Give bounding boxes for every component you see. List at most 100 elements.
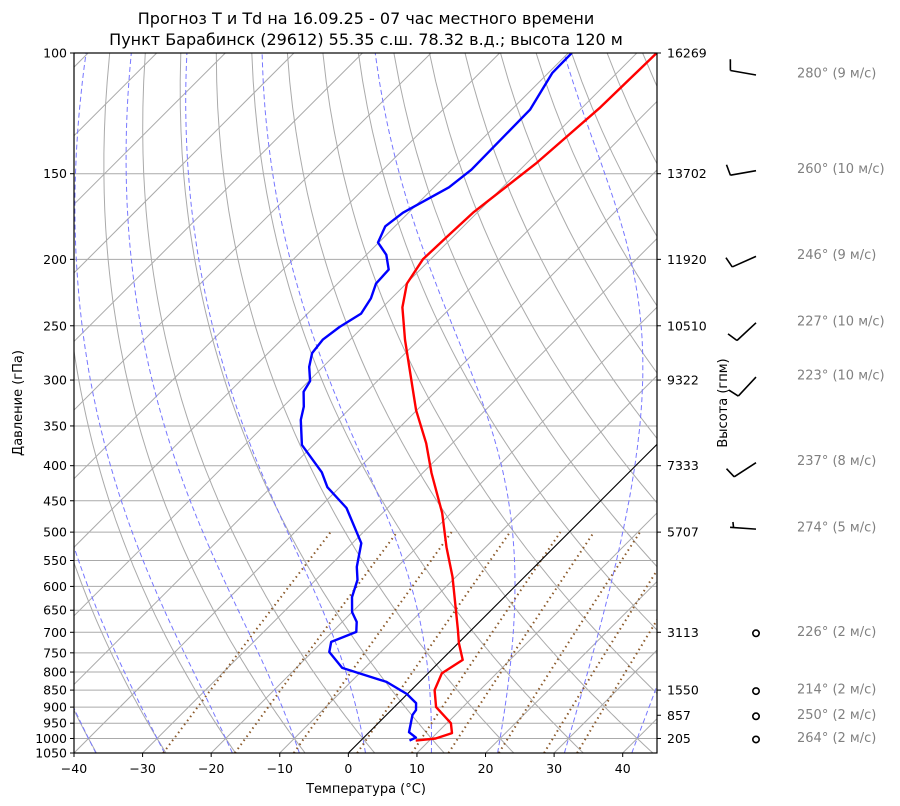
barb-shaft (730, 169, 757, 177)
dry-adiabat-line (286, 53, 654, 753)
x-tick-label: −40 (61, 761, 87, 776)
x-tick-label: 40 (615, 761, 631, 776)
dry-adiabat-line (606, 53, 657, 165)
y-axis-label: Давление (гПа) (11, 350, 26, 456)
isotherm-line (74, 53, 569, 548)
barb-shaft (730, 526, 757, 530)
wind-label: 226° (2 м/с) (797, 625, 876, 640)
dry-adiabat-line (714, 53, 900, 753)
mixing-ratio-line (292, 531, 453, 753)
barb-shaft (737, 376, 757, 397)
y-tick-label: 400 (43, 458, 67, 473)
barb-shaft (736, 322, 757, 342)
isotherm-line (485, 580, 657, 753)
y-tick-label: 500 (43, 525, 67, 540)
y-tick-label: 650 (43, 603, 67, 618)
y-tick-label: 450 (43, 493, 67, 508)
dry-adiabat-line (215, 53, 515, 753)
y-tick-label: 100 (43, 46, 67, 61)
dry-adiabat-line (179, 53, 445, 753)
wind-barb (751, 629, 760, 638)
moist-adiabat-line (185, 53, 366, 753)
dry-adiabat-line (322, 53, 657, 695)
y-tick-label: 250 (43, 318, 67, 333)
barb-full-feather (728, 389, 739, 397)
dry-adiabat-line (642, 53, 657, 88)
isotherm-line (210, 306, 657, 753)
isotherm-line (142, 237, 657, 753)
moist-adiabat-line (74, 545, 165, 753)
barb-full-feather (725, 468, 735, 478)
x-tick-label: 20 (478, 761, 494, 776)
x-axis-label: Температура (°C) (305, 782, 426, 797)
mixing-ratio-line (497, 531, 641, 753)
wind-barb (751, 687, 760, 696)
dry-adiabat-line (357, 53, 657, 631)
wind-barbs: 280° (9 м/с) 260° (10 м/с) 246° (9 м/с) 227… (725, 59, 885, 746)
wind-barb (730, 521, 757, 530)
chart-title-line-1: Прогноз T и Td на 16.09.25 - 07 час мест… (138, 9, 594, 28)
dry-adiabat-line (571, 53, 657, 238)
mixing-ratio-line (162, 531, 332, 753)
wind-barb (729, 59, 757, 76)
barb-half-feather (732, 521, 735, 528)
wind-label: 264° (2 м/с) (797, 731, 876, 746)
isotherm-line (74, 100, 657, 686)
height-tick-label: 3113 (667, 625, 699, 640)
wind-barb (725, 255, 757, 268)
barb-shaft (730, 69, 757, 76)
isotherm-line (74, 53, 363, 343)
wind-label: 250° (2 м/с) (797, 708, 876, 723)
height-tick-label: 7333 (667, 458, 699, 473)
mixing-ratio-line (411, 531, 562, 753)
chart-title-line-2: Пункт Барабинск (29612) 55.35 с.ш. 78.32… (109, 30, 623, 49)
dry-adiabat-line (74, 561, 167, 753)
wind-label: 237° (8 м/с) (797, 454, 876, 469)
height-axis-label: Высота (гпм) (716, 358, 731, 447)
mixing-ratio-line (576, 618, 657, 753)
axes: −40 −30 −20 −10 0 10 20 30 40 100 150 200 250 300 350 4… (35, 46, 707, 777)
x-tick-label: −20 (198, 761, 224, 776)
moist-adiabat-line (374, 53, 516, 753)
isotherm-line (74, 53, 501, 480)
y-tick-label: 850 (43, 683, 67, 698)
plot-frame (73, 52, 658, 754)
y-tick-label: 600 (43, 579, 67, 594)
wind-label: 227° (10 м/с) (797, 314, 885, 329)
y-tick-label: 900 (43, 700, 67, 715)
background-lines (74, 53, 900, 753)
dry-adiabat-line (678, 53, 900, 753)
calm-wind-circle (751, 712, 760, 721)
moist-adiabat-line (261, 53, 432, 753)
wind-barb (725, 462, 757, 478)
dry-adiabat-line (429, 53, 657, 504)
x-tick-label: 10 (409, 761, 425, 776)
x-tick-label: 0 (344, 761, 352, 776)
wind-barb (727, 322, 757, 342)
wind-label: 246° (9 м/с) (797, 248, 876, 263)
dry-adiabat-line (393, 53, 657, 568)
barb-shaft (733, 462, 757, 478)
moist-adiabat-line (563, 53, 644, 753)
mixing-ratio-line (447, 531, 595, 753)
mixing-ratio-line (356, 531, 511, 753)
y-tick-label: 1050 (35, 746, 67, 761)
x-tick-label: −30 (129, 761, 155, 776)
moist-adiabat-line (74, 53, 233, 753)
x-tick-label: −10 (267, 761, 293, 776)
height-tick-label: 10510 (667, 318, 707, 333)
wind-label: 260° (10 м/с) (797, 162, 885, 177)
temperature-line (401, 53, 657, 742)
wind-label: 274° (5 м/с) (797, 521, 876, 536)
wind-barb (728, 376, 757, 397)
wind-barb (751, 735, 760, 744)
y-tick-label: 300 (43, 373, 67, 388)
barb-full-feather (725, 257, 733, 268)
y-tick-label: 150 (43, 166, 67, 181)
barb-shaft (731, 255, 757, 268)
y-tick-label: 550 (43, 553, 67, 568)
dry-adiabat-line (820, 53, 900, 753)
calm-wind-circle (751, 629, 760, 638)
y-tick-label: 750 (43, 645, 67, 660)
